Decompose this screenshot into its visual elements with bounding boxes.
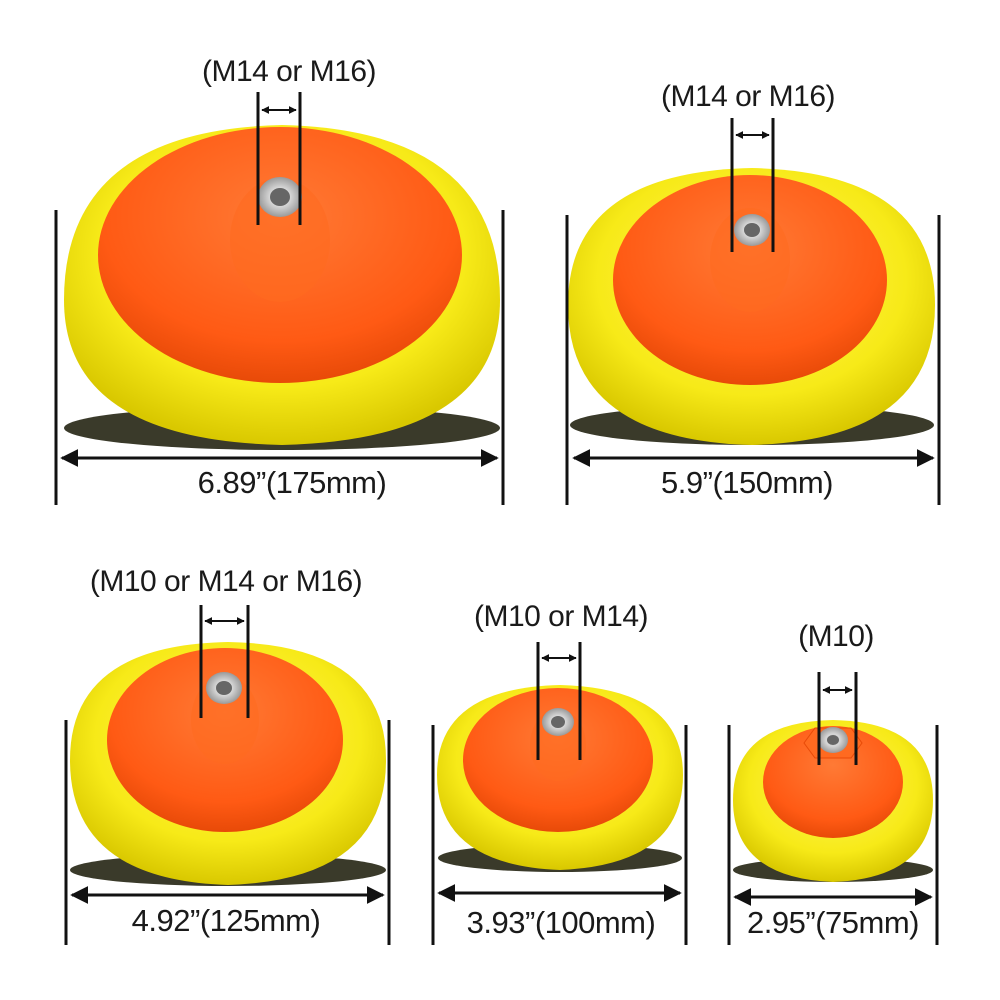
size-label-150mm: 5.9”(150mm)	[661, 465, 833, 500]
backing-pad-150mm	[568, 168, 935, 445]
size-label-100mm: 3.93”(100mm)	[466, 905, 656, 940]
hub-bulge	[230, 178, 330, 302]
dimension-marks-100mm	[431, 642, 688, 945]
thread-label-100mm: (M10 or M14)	[473, 600, 649, 633]
thread-label-75mm: (M10)	[798, 620, 874, 653]
dimension-marks-175mm	[54, 92, 505, 505]
backing-pad-100mm	[437, 685, 683, 872]
dimension-marks-75mm	[727, 672, 939, 945]
dimension-marks-150mm	[565, 118, 941, 505]
size-label-175mm: 6.89”(175mm)	[197, 465, 387, 500]
dimension-marks-125mm	[64, 605, 391, 945]
size-label-125mm: 4.92”(125mm)	[131, 903, 321, 938]
thread-label-175mm: (M14 or M16)	[201, 55, 377, 88]
thread-label-125mm: (M10 or M14 or M16)	[89, 565, 363, 598]
thread-label-150mm: (M14 or M16)	[660, 80, 836, 113]
backing-pad-75mm	[733, 720, 933, 882]
backing-pad-125mm	[70, 642, 386, 886]
size-label-75mm: 2.95”(75mm)	[747, 905, 919, 940]
backing-pad-175mm	[64, 125, 500, 450]
